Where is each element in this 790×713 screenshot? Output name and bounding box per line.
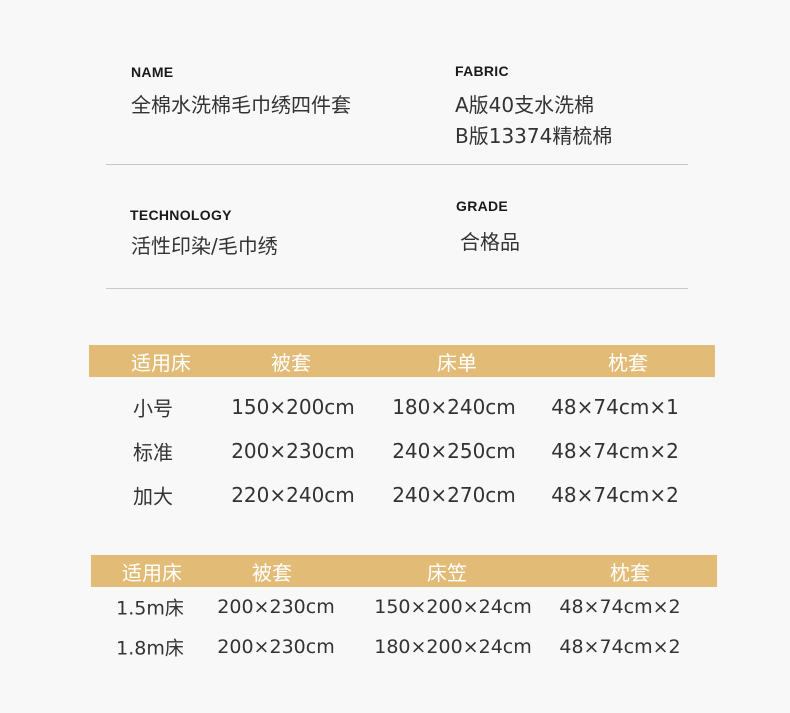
technology-label: TECHNOLOGY bbox=[130, 207, 232, 223]
divider bbox=[106, 164, 688, 165]
table-header: 适用床 bbox=[131, 351, 191, 375]
name-label: NAME bbox=[131, 64, 174, 80]
grade-value: 合格品 bbox=[460, 230, 520, 254]
fabric-label: FABRIC bbox=[455, 63, 509, 79]
table-header-bar bbox=[91, 555, 717, 587]
table-cell: 150×200×24cm bbox=[374, 596, 532, 618]
table-cell: 加大 bbox=[133, 484, 173, 509]
table-header: 床单 bbox=[437, 351, 477, 375]
table-cell: 180×240cm bbox=[392, 395, 516, 419]
table-cell: 240×250cm bbox=[392, 439, 516, 463]
table-cell: 180×200×24cm bbox=[374, 636, 532, 658]
table-cell: 200×230cm bbox=[217, 596, 335, 618]
table-cell: 48×74cm×1 bbox=[551, 395, 679, 419]
grade-label: GRADE bbox=[456, 198, 509, 214]
name-value: 全棉水洗棉毛巾绣四件套 bbox=[131, 93, 351, 117]
table-cell: 48×74cm×2 bbox=[559, 636, 681, 658]
table-header: 适用床 bbox=[122, 561, 182, 585]
table-cell: 小号 bbox=[133, 396, 173, 421]
table-cell: 48×74cm×2 bbox=[551, 439, 679, 463]
fabric-value-a: A版40支水洗棉 bbox=[455, 93, 595, 117]
table-cell: 1.5m床 bbox=[116, 597, 184, 620]
table-header-bar bbox=[89, 345, 715, 377]
table-cell: 48×74cm×2 bbox=[551, 483, 679, 507]
table-header: 枕套 bbox=[610, 561, 650, 585]
table-cell: 200×230cm bbox=[231, 439, 355, 463]
table-header: 被套 bbox=[252, 561, 292, 585]
technology-value: 活性印染/毛巾绣 bbox=[131, 234, 278, 258]
table-cell: 200×230cm bbox=[217, 636, 335, 658]
table-header: 床笠 bbox=[427, 561, 467, 585]
table-cell: 标准 bbox=[133, 440, 173, 465]
table-header: 枕套 bbox=[608, 351, 648, 375]
table-cell: 1.8m床 bbox=[116, 637, 184, 660]
table-cell: 48×74cm×2 bbox=[559, 596, 681, 618]
divider bbox=[106, 288, 688, 289]
fabric-value-b: B版13374精梳棉 bbox=[455, 124, 613, 148]
table-cell: 240×270cm bbox=[392, 483, 516, 507]
table-cell: 150×200cm bbox=[231, 395, 355, 419]
table-cell: 220×240cm bbox=[231, 483, 355, 507]
table-header: 被套 bbox=[271, 351, 311, 375]
